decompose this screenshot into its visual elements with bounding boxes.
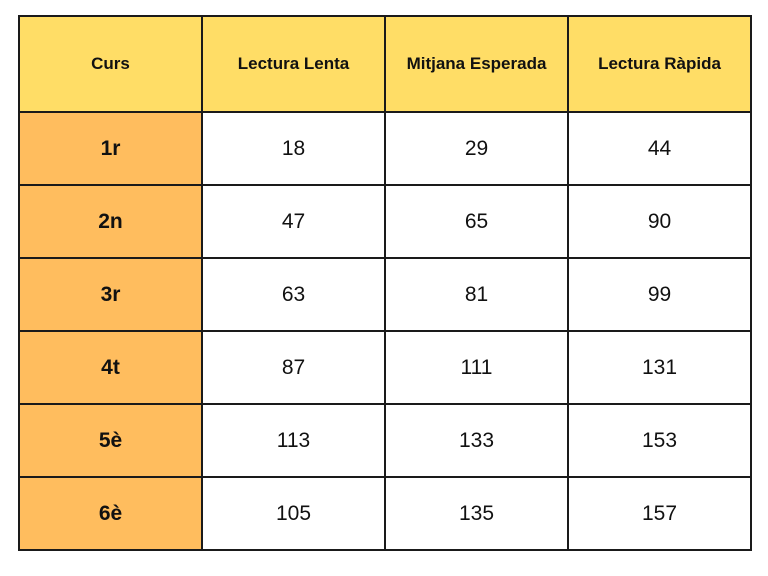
cell-lectura-lenta: 87 (201, 330, 386, 405)
table-body: 1r 18 29 44 2n 47 65 90 3r 63 81 99 4t 8… (18, 111, 752, 551)
cell-lectura-rapida: 99 (567, 257, 752, 332)
cell-lectura-rapida: 44 (567, 111, 752, 186)
cell-lectura-rapida: 153 (567, 403, 752, 478)
header-lectura-rapida: Lectura Ràpida (567, 15, 752, 113)
header-mitjana-esperada: Mitjana Esperada (384, 15, 569, 113)
header-curs: Curs (18, 15, 203, 113)
row-label-curs: 3r (18, 257, 203, 332)
cell-lectura-lenta: 105 (201, 476, 386, 551)
cell-lectura-lenta: 113 (201, 403, 386, 478)
cell-mitjana-esperada: 135 (384, 476, 569, 551)
cell-lectura-lenta: 47 (201, 184, 386, 259)
cell-mitjana-esperada: 29 (384, 111, 569, 186)
table-row: 5è 113 133 153 (18, 403, 752, 478)
cell-mitjana-esperada: 65 (384, 184, 569, 259)
cell-lectura-rapida: 131 (567, 330, 752, 405)
cell-lectura-rapida: 157 (567, 476, 752, 551)
cell-mitjana-esperada: 111 (384, 330, 569, 405)
table-row: 3r 63 81 99 (18, 257, 752, 332)
header-lectura-lenta: Lectura Lenta (201, 15, 386, 113)
cell-lectura-rapida: 90 (567, 184, 752, 259)
header-row: Curs Lectura Lenta Mitjana Esperada Lect… (18, 15, 752, 113)
row-label-curs: 6è (18, 476, 203, 551)
cell-lectura-lenta: 18 (201, 111, 386, 186)
cell-mitjana-esperada: 133 (384, 403, 569, 478)
table-header: Curs Lectura Lenta Mitjana Esperada Lect… (18, 15, 752, 113)
cell-lectura-lenta: 63 (201, 257, 386, 332)
row-label-curs: 2n (18, 184, 203, 259)
table-row: 4t 87 111 131 (18, 330, 752, 405)
reading-speed-table: Curs Lectura Lenta Mitjana Esperada Lect… (18, 15, 752, 551)
row-label-curs: 1r (18, 111, 203, 186)
table-row: 6è 105 135 157 (18, 476, 752, 551)
table-row: 2n 47 65 90 (18, 184, 752, 259)
table-row: 1r 18 29 44 (18, 111, 752, 186)
cell-mitjana-esperada: 81 (384, 257, 569, 332)
row-label-curs: 5è (18, 403, 203, 478)
row-label-curs: 4t (18, 330, 203, 405)
